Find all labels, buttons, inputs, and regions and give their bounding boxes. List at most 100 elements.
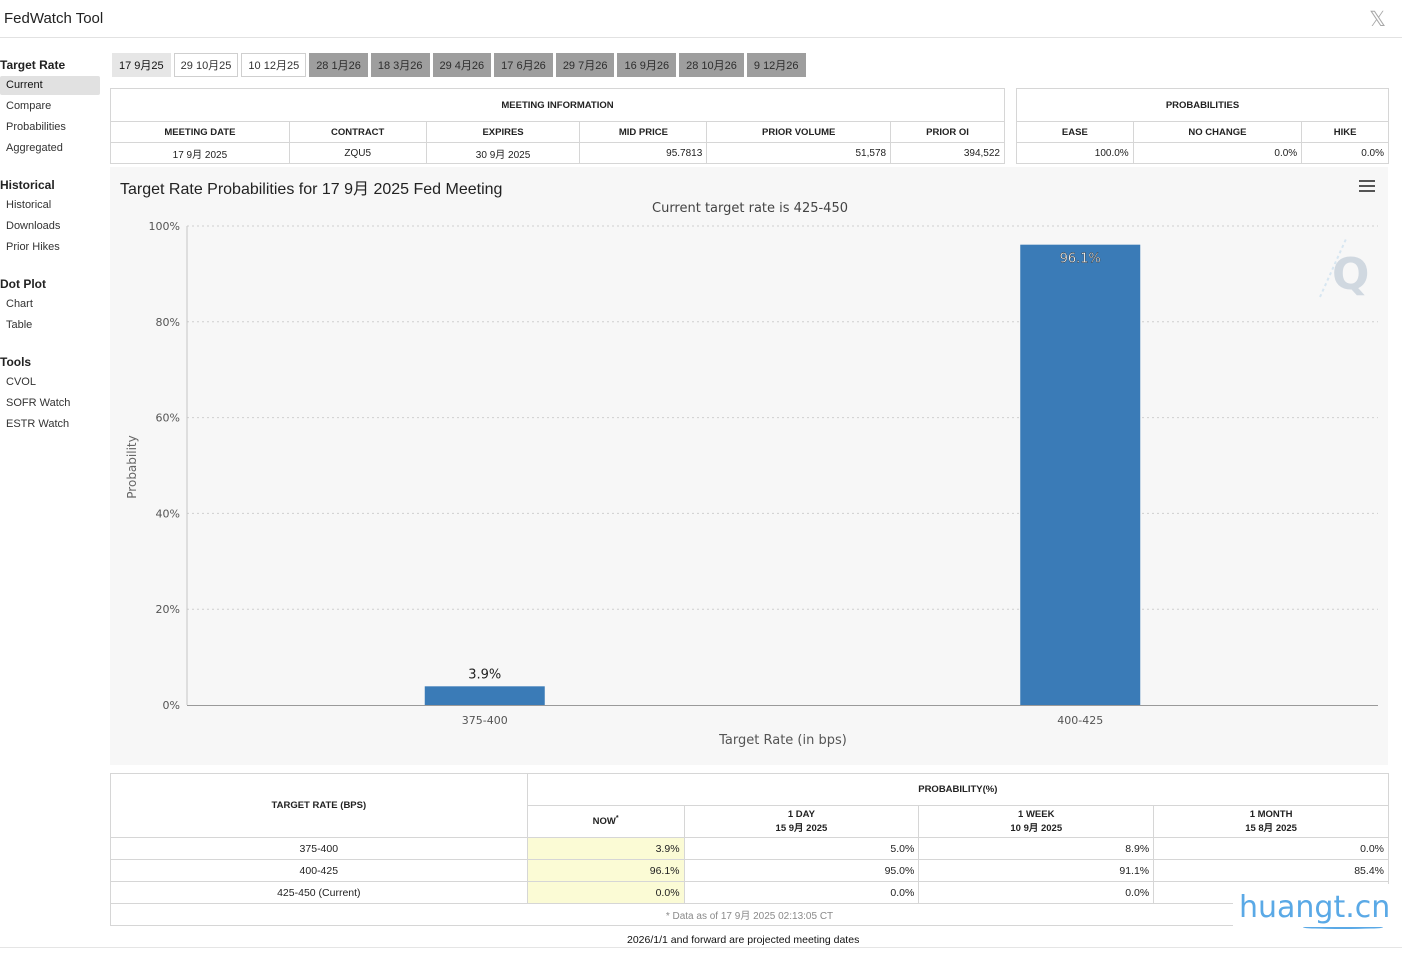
cell-meeting-date: 17 9月 2025 xyxy=(110,142,290,164)
sidebar-heading-tools: Tools xyxy=(0,355,32,369)
col-1-week: 1 WEEK 10 9月 2025 xyxy=(918,805,1155,838)
tab-meeting-7[interactable]: 29 7月26 xyxy=(555,53,615,77)
x-tick-label: 375-400 xyxy=(462,714,508,727)
sidebar-item-prior-hikes[interactable]: Prior Hikes xyxy=(6,241,60,253)
probability-bar-chart: Current target rate is 425-450 0% 20% 40% 6… xyxy=(125,201,1378,748)
svg-text:Q: Q xyxy=(1332,249,1369,300)
y-tick-label: 40% xyxy=(156,507,180,520)
tab-meeting-10[interactable]: 9 12月26 xyxy=(746,53,806,77)
tab-meeting-5[interactable]: 29 4月26 xyxy=(432,53,492,77)
sidebar-item-probabilities[interactable]: Probabilities xyxy=(6,121,66,133)
col-1-month-label: 1 MONTH xyxy=(1249,809,1293,820)
col-no-change: NO CHANGE xyxy=(1132,121,1303,143)
data-label-400-425: 96.1% xyxy=(1060,252,1101,267)
bar-400-425[interactable] xyxy=(1020,244,1141,705)
sidebar-item-downloads[interactable]: Downloads xyxy=(6,220,61,232)
q-logo-icon: Q xyxy=(1319,238,1369,300)
cell-prior-volume: 51,578 xyxy=(706,142,892,164)
window-title: FedWatch Tool xyxy=(4,10,104,27)
col-mid-price: MID PRICE xyxy=(579,121,708,143)
tab-meeting-8[interactable]: 16 9月26 xyxy=(617,53,677,77)
cell-hike: 0.0% xyxy=(1301,142,1389,164)
y-tick-label: 20% xyxy=(156,603,180,616)
cell-rate: 375-400 xyxy=(110,837,528,860)
chart-subtitle: Current target rate is 425-450 xyxy=(652,201,848,216)
probability-history-table: TARGET RATE (BPS) PROBABILITY(%) NOW* 1 … xyxy=(110,773,1390,926)
tab-meeting-4[interactable]: 18 3月26 xyxy=(370,53,430,77)
meeting-info-header: MEETING INFORMATION xyxy=(110,88,1005,122)
cell-1-week: 0.0% xyxy=(918,881,1155,904)
site-watermark: huangt.cn xyxy=(1233,884,1402,944)
meeting-tabs: 17 9月25 29 10月25 10 12月25 28 1月26 18 3月2… xyxy=(112,53,806,77)
probabilities-header: PROBABILITIES xyxy=(1016,88,1389,122)
cell-now: 0.0% xyxy=(526,881,685,904)
tab-meeting-2[interactable]: 10 12月25 xyxy=(241,53,307,77)
sidebar-nav: Target Rate Current Compare Probabilitie… xyxy=(0,52,100,436)
cell-no-change: 0.0% xyxy=(1132,142,1303,164)
col-1-week-label: 1 WEEK xyxy=(1018,809,1055,820)
col-1-day-date: 15 9月 2025 xyxy=(775,823,828,834)
cell-expires: 30 9月 2025 xyxy=(425,142,581,164)
col-1-month-date: 15 8月 2025 xyxy=(1245,823,1297,834)
col-prior-volume: PRIOR VOLUME xyxy=(706,121,892,143)
cell-now: 96.1% xyxy=(526,859,685,882)
watermark-text: huangt.cn xyxy=(1239,890,1391,925)
col-prior-oi: PRIOR OI xyxy=(890,121,1005,143)
tab-meeting-0[interactable]: 17 9月25 xyxy=(112,53,171,77)
chart-panel: Target Rate Probabilities for 17 9月 2025… xyxy=(110,167,1388,765)
window-titlebar: FedWatch Tool 𝕏 xyxy=(0,0,1402,38)
col-meeting-date: MEETING DATE xyxy=(110,121,290,143)
cell-rate: 400-425 xyxy=(110,859,528,882)
cell-1-day: 95.0% xyxy=(683,859,920,882)
table-row: 375-400 3.9% 5.0% 8.9% 0.0% xyxy=(110,837,1389,860)
col-expires: EXPIRES xyxy=(425,121,581,143)
col-contract: CONTRACT xyxy=(288,121,427,143)
chart-title: Target Rate Probabilities for 17 9月 2025… xyxy=(120,181,503,198)
cell-1-day: 5.0% xyxy=(683,837,920,860)
y-tick-label: 0% xyxy=(163,699,180,712)
y-axis-title: Probability xyxy=(125,435,139,498)
cell-1-month: 85.4% xyxy=(1153,859,1389,882)
y-tick-label: 80% xyxy=(156,316,180,329)
sidebar-item-current[interactable]: Current xyxy=(0,76,100,95)
sidebar-item-aggregated[interactable]: Aggregated xyxy=(6,142,63,154)
col-1-day: 1 DAY 15 9月 2025 xyxy=(683,805,920,838)
cell-prior-oi: 394,522 xyxy=(890,142,1005,164)
x-axis-title: Target Rate (in bps) xyxy=(718,733,847,748)
sidebar-item-estr-watch[interactable]: ESTR Watch xyxy=(6,418,70,430)
col-now-label: NOW xyxy=(592,816,616,828)
close-icon[interactable]: 𝕏 xyxy=(1369,8,1386,31)
cell-1-week: 8.9% xyxy=(918,837,1155,860)
sidebar-heading-dot-plot: Dot Plot xyxy=(0,277,46,291)
bottom-divider xyxy=(0,947,1402,948)
sidebar-item-cvol[interactable]: CVOL xyxy=(6,376,36,388)
y-tick-label: 100% xyxy=(149,220,180,233)
cell-contract: ZQU5 xyxy=(288,142,427,164)
data-label-375-400: 3.9% xyxy=(468,667,501,682)
cell-1-week: 91.1% xyxy=(918,859,1155,882)
bar-375-400[interactable] xyxy=(424,686,545,705)
col-target-rate: TARGET RATE (BPS) xyxy=(110,773,528,838)
col-1-month: 1 MONTH 15 8月 2025 xyxy=(1153,805,1389,838)
sidebar-item-compare[interactable]: Compare xyxy=(6,100,52,112)
tab-meeting-1[interactable]: 29 10月25 xyxy=(173,53,239,77)
sidebar-item-historical[interactable]: Historical xyxy=(6,199,52,211)
meeting-info-table: MEETING INFORMATION MEETING DATE CONTRAC… xyxy=(110,88,1005,164)
x-tick-label: 400-425 xyxy=(1057,714,1103,727)
tab-meeting-6[interactable]: 17 6月26 xyxy=(494,53,553,77)
tab-meeting-9[interactable]: 28 10月26 xyxy=(679,53,744,77)
data-timestamp-note: * Data as of 17 9月 2025 02:13:05 CT xyxy=(110,903,1389,926)
sidebar-item-sofr-watch[interactable]: SOFR Watch xyxy=(6,397,71,409)
sidebar-heading-target-rate: Target Rate xyxy=(0,58,66,72)
col-now: NOW* xyxy=(526,805,685,838)
sidebar-item-table[interactable]: Table xyxy=(6,319,33,331)
tab-meeting-3[interactable]: 28 1月26 xyxy=(309,53,368,77)
cell-1-month: 0.0% xyxy=(1153,837,1389,860)
hamburger-menu-icon[interactable] xyxy=(1359,180,1375,192)
table-row: 400-425 96.1% 95.0% 91.1% 85.4% xyxy=(110,859,1389,882)
table-row: 425-450 (Current) 0.0% 0.0% 0.0% xyxy=(110,881,1389,904)
cell-now: 3.9% xyxy=(526,837,685,860)
col-1-week-date: 10 9月 2025 xyxy=(1010,823,1063,834)
sidebar-item-chart[interactable]: Chart xyxy=(6,298,33,310)
y-tick-label: 60% xyxy=(156,412,180,425)
